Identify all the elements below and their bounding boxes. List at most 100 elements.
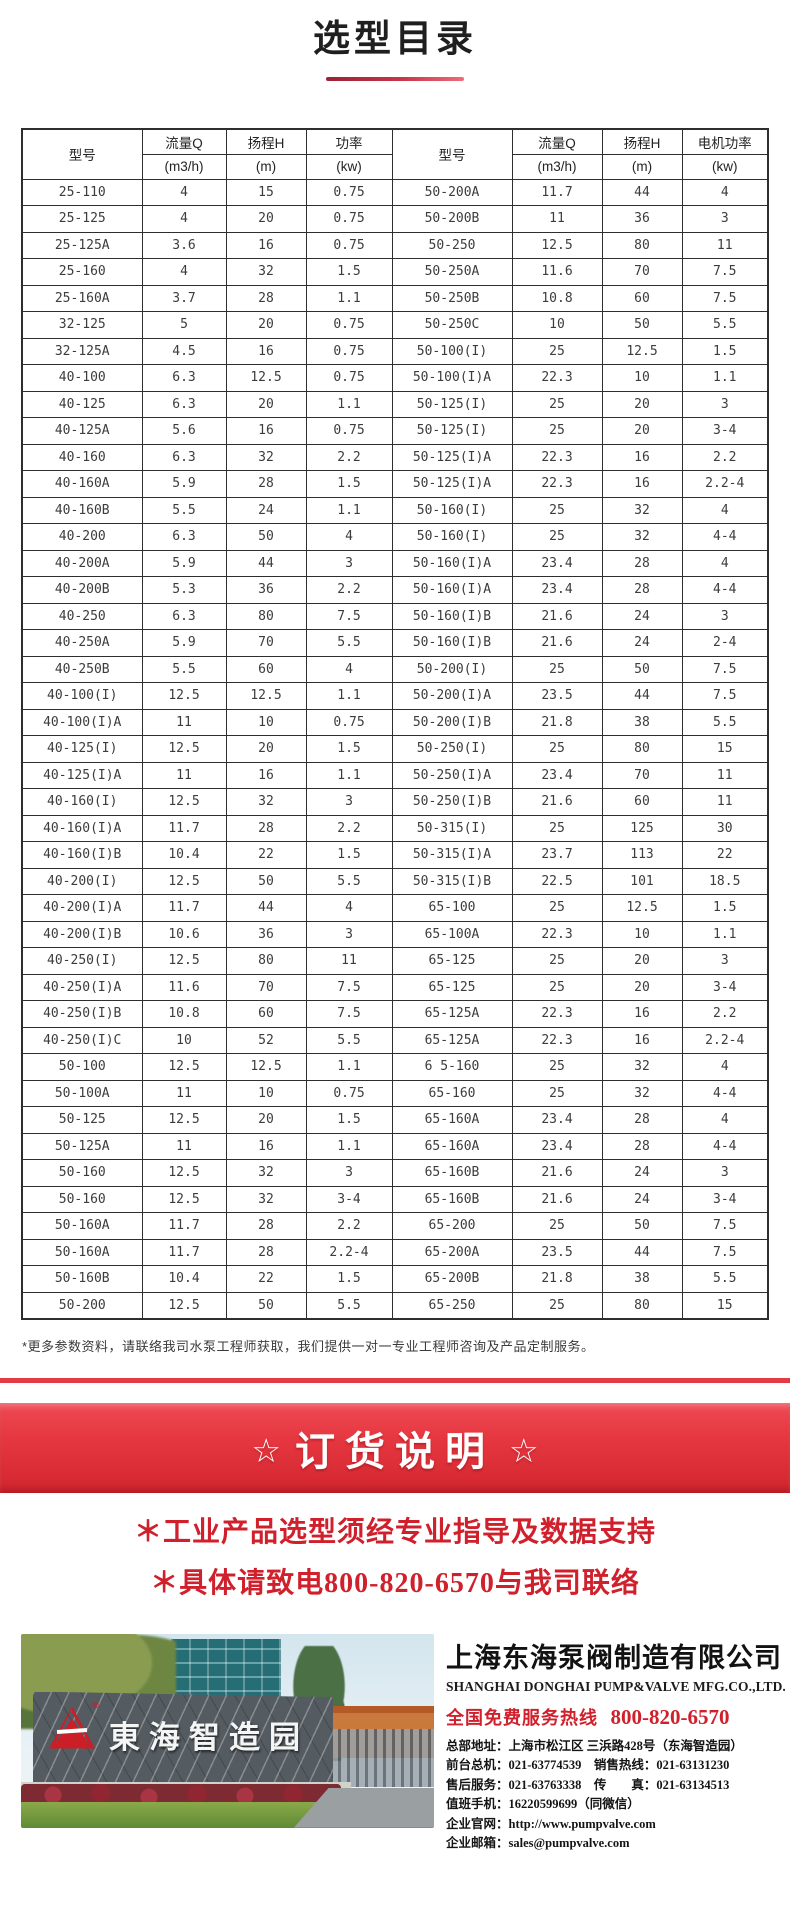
cell-value: 3.6 [141, 231, 227, 259]
cell-value: 3 [681, 390, 769, 418]
cell-value: 0.75 [305, 708, 393, 736]
cell-model: 50-100(I)A [391, 364, 513, 392]
cell-value: 1.5 [305, 470, 393, 498]
cell-value: 28 [225, 1238, 307, 1266]
table-row: 50-125A 11 16 1.1 65-160A 23.4 28 4-4 [21, 1132, 769, 1160]
cell-value: 22.3 [511, 470, 603, 498]
cell-value: 22.3 [511, 364, 603, 392]
cell-model: 40-160(I)A [21, 814, 143, 842]
cell-model: 40-250B [21, 655, 143, 683]
cell-model: 50-250C [391, 311, 513, 339]
cell-value: 20 [601, 390, 683, 418]
cell-model: 50-160 [21, 1185, 143, 1213]
cell-value: 23.4 [511, 576, 603, 604]
cell-model: 40-250(I)C [21, 1026, 143, 1054]
cell-value: 23.4 [511, 761, 603, 789]
cell-value: 1.1 [305, 284, 393, 312]
cell-model: 50-250B [391, 284, 513, 312]
cell-value: 0.75 [305, 231, 393, 259]
cell-model: 40-200 [21, 523, 143, 551]
cell-model: 40-250 [21, 602, 143, 630]
star-icon: ☆ [251, 1431, 281, 1469]
cell-value: 12.5 [141, 947, 227, 975]
cell-model: 40-200B [21, 576, 143, 604]
cell-model: 65-125 [391, 947, 513, 975]
note-text: *更多参数资料，请联络我司水泵工程师获取，我们提供一对一专业工程师咨询及产品定制… [22, 1338, 595, 1354]
table-row: 40-100(I)A 11 10 0.75 50-200(I)B 21.8 38 5.5 [21, 708, 769, 736]
cell-value: 12.5 [511, 231, 603, 259]
cell-model: 40-100 [21, 364, 143, 392]
cell-value: 70 [225, 629, 307, 657]
contact-phones: 前台总机：021-63774539 销售热线：021-63131230 [446, 1758, 730, 1772]
photo-flowers [21, 1783, 341, 1806]
cell-value: 32 [225, 1185, 307, 1213]
cell-model: 50-200(I)B [391, 708, 513, 736]
cell-value: 0.75 [305, 205, 393, 233]
cell-value: 80 [225, 947, 307, 975]
order-banner: ☆ 订货说明 ☆ [0, 1402, 790, 1493]
cell-model: 50-160(I) [391, 496, 513, 524]
cell-value: 10.6 [141, 920, 227, 948]
cell-value: 2.2 [305, 443, 393, 471]
cell-value: 32 [601, 523, 683, 551]
table-row: 40-250 6.3 80 7.5 50-160(I)B 21.6 24 3 [21, 602, 769, 630]
table-row: 40-160B 5.5 24 1.1 50-160(I) 25 32 4 [21, 496, 769, 524]
cell-value: 21.8 [511, 708, 603, 736]
table-row: 32-125 5 20 0.75 50-250C 10 50 5.5 [21, 311, 769, 339]
table-row: 50-125 12.5 20 1.5 65-160A 23.4 28 4 [21, 1106, 769, 1134]
cell-value: 5.5 [305, 1026, 393, 1054]
cell-model: 50-160(I)A [391, 549, 513, 577]
cell-value: 3 [681, 205, 769, 233]
cell-model: 6 5-160 [391, 1053, 513, 1081]
notice-line-1: ＊工业产品选型须经专业指导及数据支持 [133, 1516, 656, 1548]
contact-lines: 总部地址：上海市松江区 三浜路428号（东海智造园） 前台总机：021-6377… [446, 1737, 786, 1854]
cell-value: 16 [225, 231, 307, 259]
cell-model: 50-200A [391, 178, 513, 206]
cell-value: 4.5 [141, 337, 227, 365]
cell-model: 50-160(I)A [391, 576, 513, 604]
cell-value: 1.5 [305, 1106, 393, 1134]
cell-value: 11.7 [141, 1212, 227, 1240]
cell-model: 50-315(I)A [391, 841, 513, 869]
cell-value: 10.8 [511, 284, 603, 312]
cell-value: 25 [511, 1212, 603, 1240]
cell-model: 50-200(I) [391, 655, 513, 683]
cell-value: 16 [601, 443, 683, 471]
cell-value: 12.5 [225, 1053, 307, 1081]
cell-value: 5 [141, 311, 227, 339]
cell-value: 7.5 [681, 1212, 769, 1240]
cell-model: 65-160 [391, 1079, 513, 1107]
table-row: 40-250(I)B 10.8 60 7.5 65-125A 22.3 16 2.2 [21, 1000, 769, 1028]
notice-block: ＊工业产品选型须经专业指导及数据支持 ＊具体请致电800-820-6570与我司… [0, 1516, 790, 1599]
cell-value: 1.1 [305, 761, 393, 789]
red-strip [0, 1377, 790, 1383]
cell-value: 1.1 [305, 682, 393, 710]
cell-model: 50-160(I)B [391, 629, 513, 657]
table-row: 50-160B 10.4 22 1.5 65-200B 21.8 38 5.5 [21, 1265, 769, 1293]
cell-value: 6.3 [141, 443, 227, 471]
cell-value: 3 [681, 602, 769, 630]
cell-model: 50-160(I) [391, 523, 513, 551]
cell-value: 11 [681, 231, 769, 259]
cell-value: 25 [511, 337, 603, 365]
cell-model: 50-250 [391, 231, 513, 259]
table-row: 40-125(I) 12.5 20 1.5 50-250(I) 25 80 15 [21, 735, 769, 763]
cell-value: 3-4 [681, 973, 769, 1001]
cell-value: 11 [141, 761, 227, 789]
cell-model: 65-125A [391, 1000, 513, 1028]
cell-value: 50 [601, 655, 683, 683]
header-power-left: 功率 [305, 128, 393, 155]
table-row: 40-250B 5.5 60 4 50-200(I) 25 50 7.5 [21, 655, 769, 683]
cell-value: 3 [305, 920, 393, 948]
cell-model: 40-125A [21, 417, 143, 445]
cell-model: 65-100 [391, 894, 513, 922]
cell-model: 25-125A [21, 231, 143, 259]
cell-value: 1.5 [681, 894, 769, 922]
cell-value: 0.75 [305, 1079, 393, 1107]
cell-value: 50 [225, 523, 307, 551]
cell-value: 3.7 [141, 284, 227, 312]
table-row: 40-200(I) 12.5 50 5.5 50-315(I)B 22.5 101 18.5 [21, 867, 769, 895]
cell-value: 20 [601, 947, 683, 975]
table-row: 40-125 6.3 20 1.1 50-125(I) 25 20 3 [21, 390, 769, 418]
cell-value: 25 [511, 523, 603, 551]
